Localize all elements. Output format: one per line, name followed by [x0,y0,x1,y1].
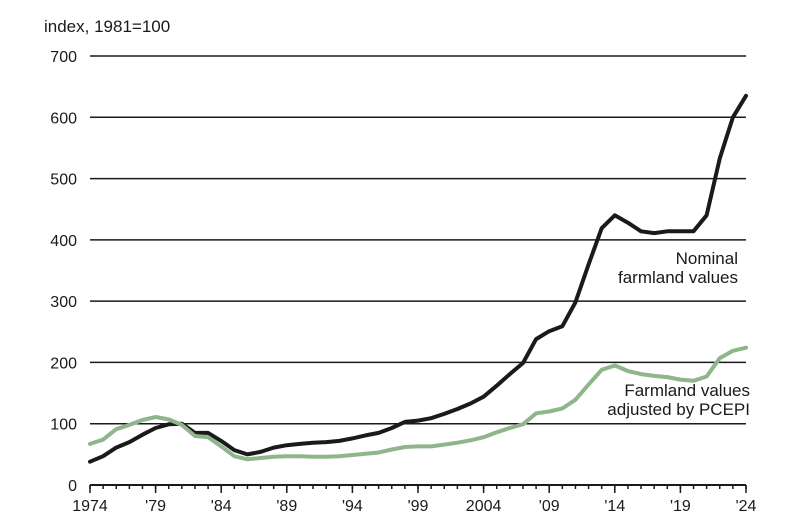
y-axis-unit-label: index, 1981=100 [44,17,170,36]
y-tick-label: 0 [68,478,77,495]
x-tick-label: '24 [736,498,757,515]
x-tick-label: '99 [408,498,429,515]
annotation-label: Farmland values [624,381,750,400]
x-tick-label: '19 [670,498,691,515]
annotation-label: farmland values [618,268,738,287]
y-tick-label: 500 [50,172,77,189]
y-tick-label: 100 [50,417,77,434]
annotation-label: Nominal [676,249,738,268]
series-lines [88,93,748,464]
x-tick-label: 2004 [466,498,502,515]
y-tick-label: 400 [50,233,77,250]
y-tick-label: 700 [50,49,77,66]
adjusted-series-line [88,345,748,462]
y-tick-label: 300 [50,294,77,311]
y-tick-label: 200 [50,355,77,372]
x-tick-labels: 1974 '79 '84 '89 '94 '99 2004 '09 '14 '19 '24 [72,498,756,515]
x-tick-label: '89 [276,498,297,515]
x-tick-label: '09 [539,498,560,515]
x-tick-label: '79 [145,498,166,515]
x-tick-label: '84 [211,498,232,515]
x-tick-label: '94 [342,498,363,515]
x-tick-label: 1974 [72,498,108,515]
x-tick-label: '14 [604,498,625,515]
y-tick-label: 600 [50,110,77,127]
nominal-series-line [88,93,748,464]
gridlines [89,55,747,493]
annotation-label: adjusted by PCEPI [607,400,750,419]
y-tick-labels: 0 100 200 300 400 500 600 700 [50,49,77,495]
